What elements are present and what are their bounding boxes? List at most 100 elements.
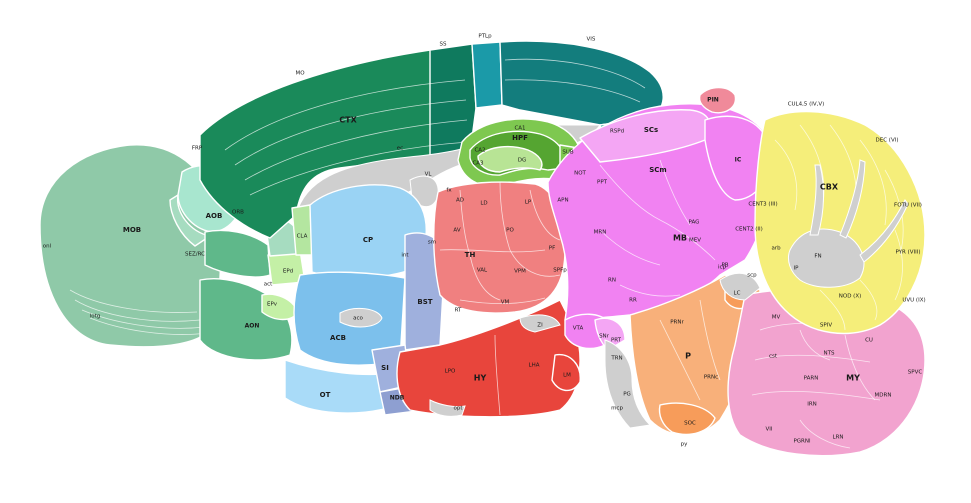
laminar-boundary bbox=[774, 139, 798, 211]
label-rsp: RSPd bbox=[610, 129, 624, 135]
laminar-boundary bbox=[469, 254, 501, 301]
label-prnc: PRNc bbox=[704, 375, 718, 381]
label-parn: PARN bbox=[804, 376, 819, 382]
dg-region bbox=[477, 145, 543, 173]
laminar-boundary bbox=[599, 164, 661, 221]
label-scs: SCs bbox=[644, 126, 658, 134]
label-mcp: mcp bbox=[611, 406, 623, 412]
laminar-boundary bbox=[619, 284, 681, 297]
white-matter-tract bbox=[839, 159, 866, 239]
laminar-boundary bbox=[89, 317, 209, 335]
label-acb: ACB bbox=[330, 334, 346, 342]
label-ca3: CA3 bbox=[472, 161, 484, 167]
label-apn: APN bbox=[557, 198, 568, 204]
label-py: py bbox=[681, 442, 688, 448]
label-ss: SS bbox=[440, 42, 447, 48]
label-acto: act bbox=[264, 282, 273, 288]
label-snr: SNr bbox=[599, 334, 610, 340]
laminar-boundary bbox=[659, 219, 716, 261]
laminar-boundary bbox=[659, 159, 691, 226]
region-labels: MOB AOB AON CTX HPF CP ACB BST TH HY MB P MY CBX SCs SC… bbox=[43, 34, 926, 448]
snr-region bbox=[594, 317, 626, 351]
label-pg: PG bbox=[623, 392, 631, 398]
th-region bbox=[433, 181, 566, 314]
label-hpf: HPF bbox=[512, 134, 528, 142]
aob2-region bbox=[169, 194, 211, 247]
laminar-boundary bbox=[599, 229, 661, 266]
label-frp: FRP bbox=[192, 146, 203, 152]
white-matter-tract bbox=[809, 164, 825, 236]
label-sub: SUB bbox=[562, 150, 574, 156]
label-dg: DG bbox=[518, 158, 527, 164]
label-cul: CUL4,5 (IV,V) bbox=[788, 102, 825, 108]
laminar-boundary bbox=[459, 189, 471, 256]
soc-region bbox=[658, 402, 716, 436]
label-ot: OT bbox=[320, 391, 331, 399]
label-cp: CP bbox=[363, 236, 373, 244]
laminar-boundary bbox=[69, 289, 198, 313]
label-irn: IRN bbox=[807, 402, 817, 408]
label-prt: PRT bbox=[611, 338, 622, 344]
label-ad: AD bbox=[456, 198, 464, 204]
label-nts: NTS bbox=[824, 351, 835, 357]
label-vis: VIS bbox=[587, 37, 596, 43]
label-int: int bbox=[401, 253, 409, 259]
label-lha: LHA bbox=[529, 363, 540, 369]
label-arb: arb bbox=[771, 246, 781, 252]
label-pag: PAG bbox=[689, 220, 700, 226]
label-po: PO bbox=[506, 228, 514, 234]
label-fx: fx bbox=[446, 188, 452, 194]
label-pb: PB bbox=[721, 263, 728, 269]
label-sez: SEZ/RC bbox=[185, 252, 205, 258]
label-aco: aco bbox=[353, 316, 363, 322]
white-matter-tract bbox=[719, 272, 761, 301]
laminar-boundary bbox=[244, 119, 468, 181]
label-ca1: CA1 bbox=[514, 126, 525, 132]
label-val: VAL bbox=[477, 268, 488, 274]
label-rt: RT bbox=[455, 308, 462, 314]
label-cu: CU bbox=[865, 338, 873, 344]
laminar-boundary bbox=[799, 329, 831, 361]
label-vii: VII bbox=[765, 427, 772, 433]
label-spfp: SPFp bbox=[553, 268, 567, 274]
label-ndb: NDB bbox=[390, 395, 405, 402]
label-pf: PF bbox=[549, 246, 555, 252]
laminar-boundary bbox=[819, 289, 846, 331]
label-ec: ec bbox=[397, 146, 403, 152]
label-vl: VL bbox=[425, 172, 433, 178]
label-opt: opt bbox=[453, 406, 463, 412]
aon1-region bbox=[204, 229, 271, 278]
laminar-boundary bbox=[799, 419, 851, 449]
label-vpm: VPM bbox=[514, 269, 526, 275]
laminar-boundary bbox=[659, 319, 701, 401]
label-vm: VM bbox=[501, 300, 510, 306]
laminar-boundary bbox=[844, 334, 876, 401]
label-epv: EPv bbox=[267, 302, 278, 308]
laminar-boundary bbox=[504, 79, 641, 103]
label-lp: LP bbox=[525, 200, 532, 206]
laminar-boundary bbox=[751, 391, 881, 401]
label-ptlp: PTLp bbox=[478, 34, 492, 40]
label-av: AV bbox=[453, 228, 460, 234]
label-hy: HY bbox=[474, 374, 487, 383]
label-epd: EPd bbox=[283, 269, 293, 275]
laminar-boundary bbox=[509, 249, 561, 277]
label-scp: scp bbox=[747, 273, 757, 279]
label-mrn: MRN bbox=[594, 230, 607, 236]
label-mob: MOB bbox=[123, 226, 141, 234]
label-trn: TRN bbox=[610, 356, 622, 362]
laminar-boundary bbox=[459, 297, 546, 304]
label-ppt: PPT bbox=[597, 180, 608, 186]
label-mo: MO bbox=[295, 71, 305, 77]
label-spiv: SPIV bbox=[820, 323, 832, 329]
laminar-boundary bbox=[699, 299, 721, 381]
label-mev: MEV bbox=[689, 238, 701, 244]
label-ic: IC bbox=[735, 157, 742, 164]
label-rr: RR bbox=[629, 298, 637, 304]
label-lc: LC bbox=[734, 291, 741, 297]
label-soc: SOC bbox=[684, 421, 696, 427]
label-nod: NOD (X) bbox=[839, 294, 862, 300]
label-scm: SCm bbox=[649, 166, 666, 174]
lm-region bbox=[551, 353, 581, 392]
pin-region bbox=[698, 86, 737, 114]
